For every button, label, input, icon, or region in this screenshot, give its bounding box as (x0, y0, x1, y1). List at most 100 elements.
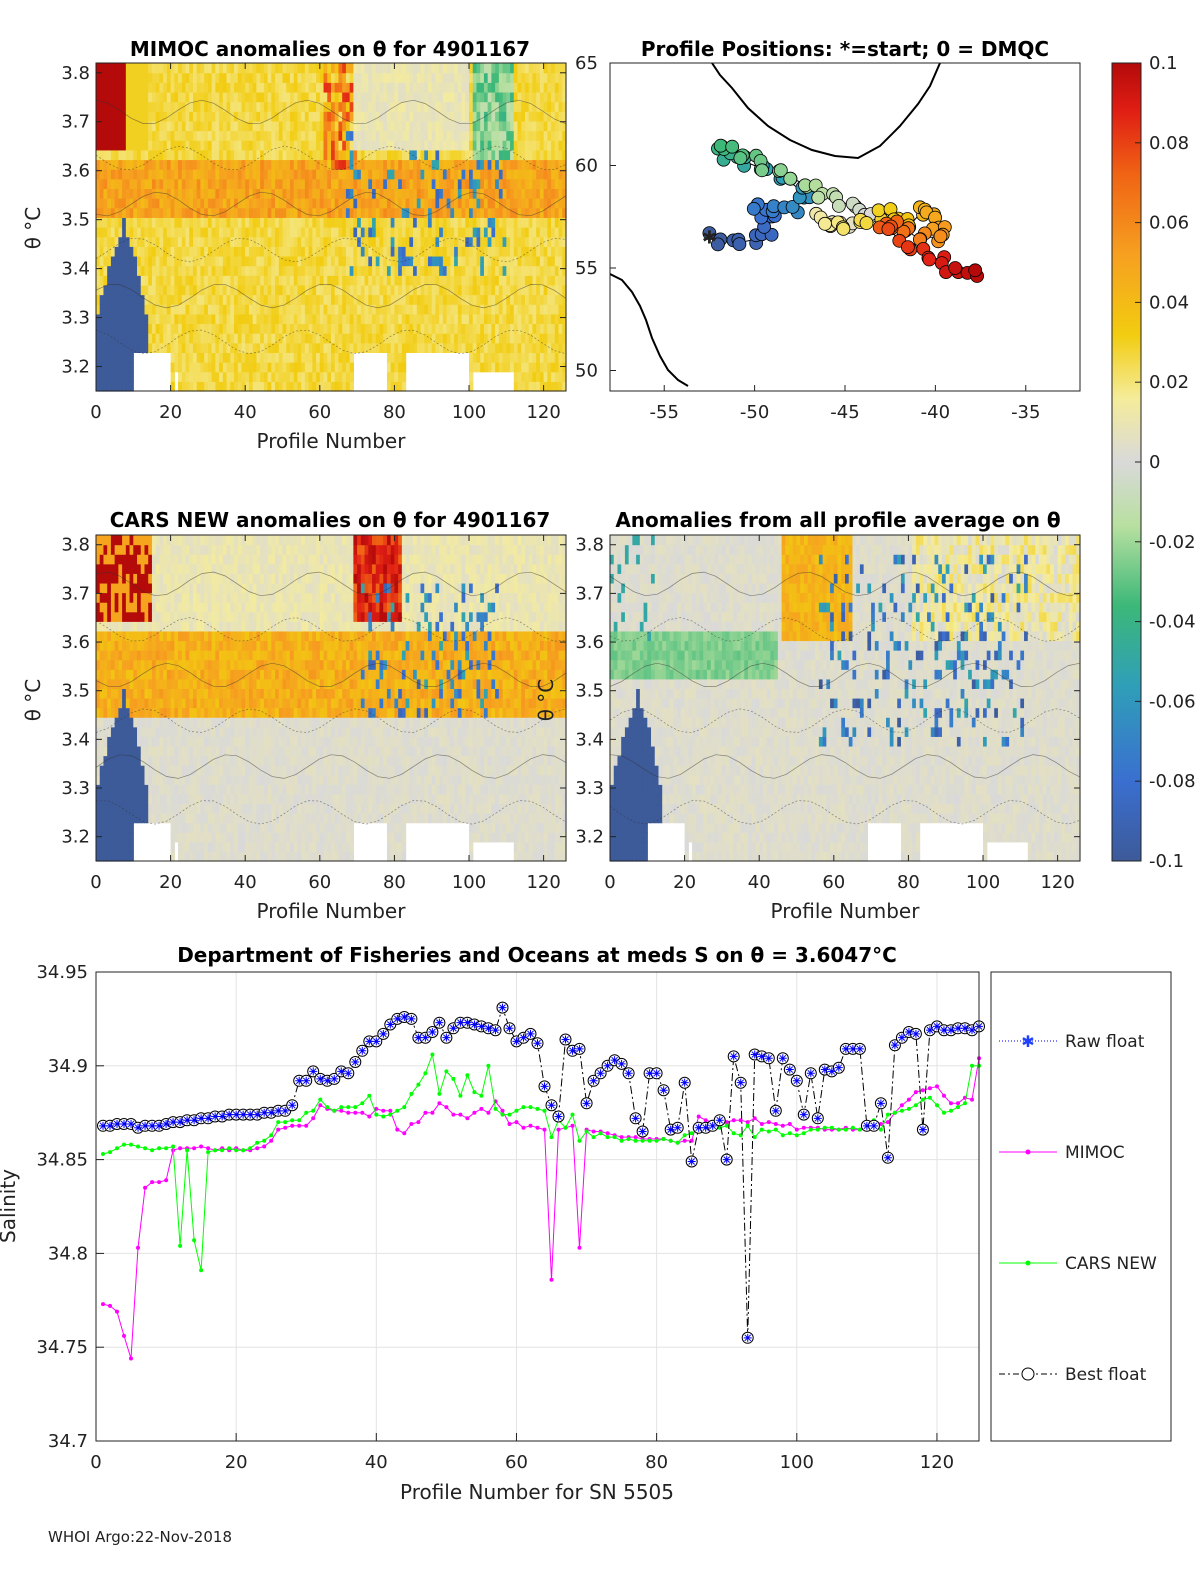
cars-new-point (234, 1148, 238, 1152)
raw-float-point (702, 1124, 710, 1132)
raw-float-point (765, 1054, 773, 1062)
raw-float-point (842, 1045, 850, 1053)
cars-new-point (269, 1133, 273, 1137)
raw-float-point (583, 1099, 591, 1107)
profile-position-marker (949, 262, 962, 275)
salinity-x-tick-label: 80 (645, 1452, 668, 1473)
theta-tick-label: 3.4 (575, 729, 604, 750)
mimoc-point (472, 1111, 476, 1115)
cars-new-point (683, 1133, 687, 1137)
mimoc-point (732, 1118, 736, 1122)
raw-float-point (512, 1037, 520, 1045)
mimoc-point (697, 1115, 701, 1119)
raw-float-point (688, 1157, 696, 1165)
theta-tick-label: 3.3 (61, 308, 90, 329)
allavg-heatmap (610, 535, 1081, 862)
cars-new-point (451, 1077, 455, 1081)
raw-float-point (155, 1122, 163, 1130)
raw-float-point (246, 1111, 254, 1119)
cars-new-point (150, 1148, 154, 1152)
raw-float-point (204, 1114, 212, 1122)
theta-tick-label: 3.8 (575, 535, 604, 556)
raw-float-point (106, 1122, 114, 1130)
cars-new-point (935, 1103, 939, 1107)
raw-float-point (302, 1077, 310, 1085)
raw-float-point (590, 1077, 598, 1085)
cars-new-point (578, 1139, 582, 1143)
raw-float-point (295, 1077, 303, 1085)
raw-float-point (597, 1069, 605, 1077)
cars-new-point (781, 1133, 785, 1137)
cars-new-point (942, 1111, 946, 1115)
salinity-x-tick-label: 0 (90, 1452, 101, 1473)
raw-float-point (562, 1036, 570, 1044)
mimoc-point (108, 1304, 112, 1308)
cars-new-point (241, 1148, 245, 1152)
lat-tick-label: 55 (575, 258, 598, 279)
profile-position-marker (714, 139, 727, 152)
mimoc-point (956, 1101, 960, 1105)
mimoc-point (620, 1135, 624, 1139)
cars-new-point (430, 1053, 434, 1057)
mimoc-point (788, 1122, 792, 1126)
raw-float-point (421, 1034, 429, 1042)
cars-new-point (620, 1139, 624, 1143)
raw-float-point (323, 1077, 331, 1085)
raw-float-point (281, 1107, 289, 1115)
raw-float-point (968, 1026, 976, 1034)
mimoc-point (276, 1128, 280, 1132)
salinity-y-tick-label: 34.95 (36, 962, 88, 983)
start-marker: ✱ (702, 227, 717, 248)
raw-float-point (309, 1067, 317, 1075)
footer-stamp: WHOI Argo:22-Nov-2018 (48, 1528, 232, 1546)
raw-float-point (120, 1120, 128, 1128)
raw-float-point (786, 1066, 794, 1074)
mimoc-point (515, 1120, 519, 1124)
raw-float-point (239, 1111, 247, 1119)
raw-float-point (877, 1099, 885, 1107)
mimoc-point (606, 1131, 610, 1135)
cars-new-point (634, 1139, 638, 1143)
cars-new-point (515, 1109, 519, 1113)
profile-tick-label: 20 (159, 872, 182, 893)
raw-float-point (183, 1116, 191, 1124)
raw-float-point (288, 1101, 296, 1109)
raw-float-point (898, 1034, 906, 1042)
mimoc-point (921, 1088, 925, 1092)
mimoc-point (795, 1128, 799, 1132)
mimoc-point (479, 1107, 483, 1111)
raw-float-point (660, 1086, 668, 1094)
mimoc-point (760, 1122, 764, 1126)
profile-tick-label: 40 (234, 402, 257, 423)
cars-new-point (837, 1128, 841, 1132)
mimoc-point (423, 1111, 427, 1115)
cars-new-point (479, 1094, 483, 1098)
cars-new-point (830, 1126, 834, 1130)
raw-float-point (162, 1120, 170, 1128)
profile-position-marker (756, 164, 769, 177)
cars-new-point (921, 1098, 925, 1102)
raw-float-point (905, 1028, 913, 1036)
mimoc-point (501, 1109, 505, 1113)
colorbar-tick-label: -0.08 (1149, 771, 1196, 792)
cars-new-point (746, 1124, 750, 1128)
cars-new-point (529, 1105, 533, 1109)
cars-new-point (178, 1244, 182, 1248)
raw-float-point (548, 1101, 556, 1109)
raw-float-point (169, 1118, 177, 1126)
theta-tick-label: 3.7 (61, 583, 90, 604)
raw-float-point (828, 1067, 836, 1075)
raw-float-point (744, 1334, 752, 1342)
mimoc-point (388, 1109, 392, 1113)
cars-new-point (101, 1152, 105, 1156)
raw-float-point (632, 1114, 640, 1122)
salinity-y-tick-label: 34.85 (36, 1150, 88, 1171)
cars-new-point (914, 1103, 918, 1107)
mimoc-point (367, 1115, 371, 1119)
colorbar-tick-label: 0.02 (1149, 372, 1189, 393)
cars-new-point (970, 1064, 974, 1068)
cars-new-point (360, 1101, 364, 1105)
mimoc-point (458, 1113, 462, 1117)
raw-float-point (793, 1077, 801, 1085)
